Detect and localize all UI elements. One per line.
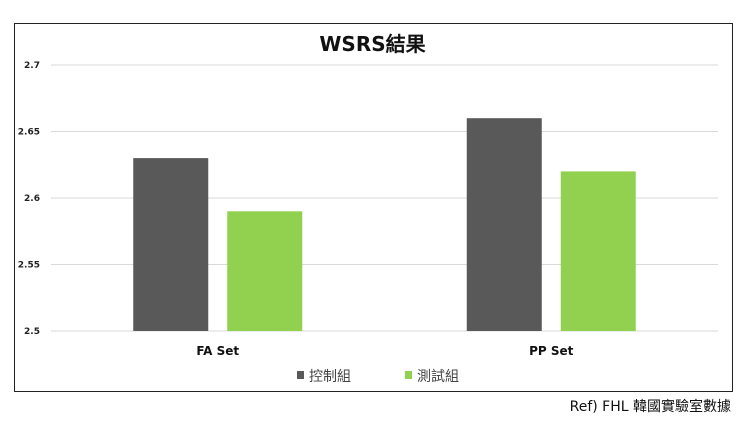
chart-frame bbox=[14, 23, 733, 392]
bar-fa-set-2 bbox=[227, 211, 303, 331]
bar-fa-set-1 bbox=[133, 158, 209, 331]
y-tick-label: 2.7 bbox=[24, 61, 40, 71]
legend-swatch bbox=[297, 371, 304, 379]
source-note: Ref) FHL 韓國實驗室數據 bbox=[569, 399, 731, 415]
legend-label: 測試組 bbox=[417, 369, 459, 385]
x-category-label: FA Set bbox=[196, 344, 239, 358]
y-tick-label: 2.65 bbox=[18, 128, 40, 138]
legend-swatch bbox=[405, 371, 412, 379]
y-tick-label: 2.6 bbox=[24, 194, 40, 204]
chart-title: WSRS結果 bbox=[319, 32, 426, 56]
bar-pp-set-2 bbox=[560, 171, 636, 331]
legend-label: 控制組 bbox=[309, 369, 351, 385]
bar-pp-set-1 bbox=[466, 118, 542, 331]
y-tick-label: 2.5 bbox=[24, 327, 40, 337]
y-tick-label: 2.55 bbox=[18, 261, 40, 271]
x-category-label: PP Set bbox=[529, 344, 574, 358]
